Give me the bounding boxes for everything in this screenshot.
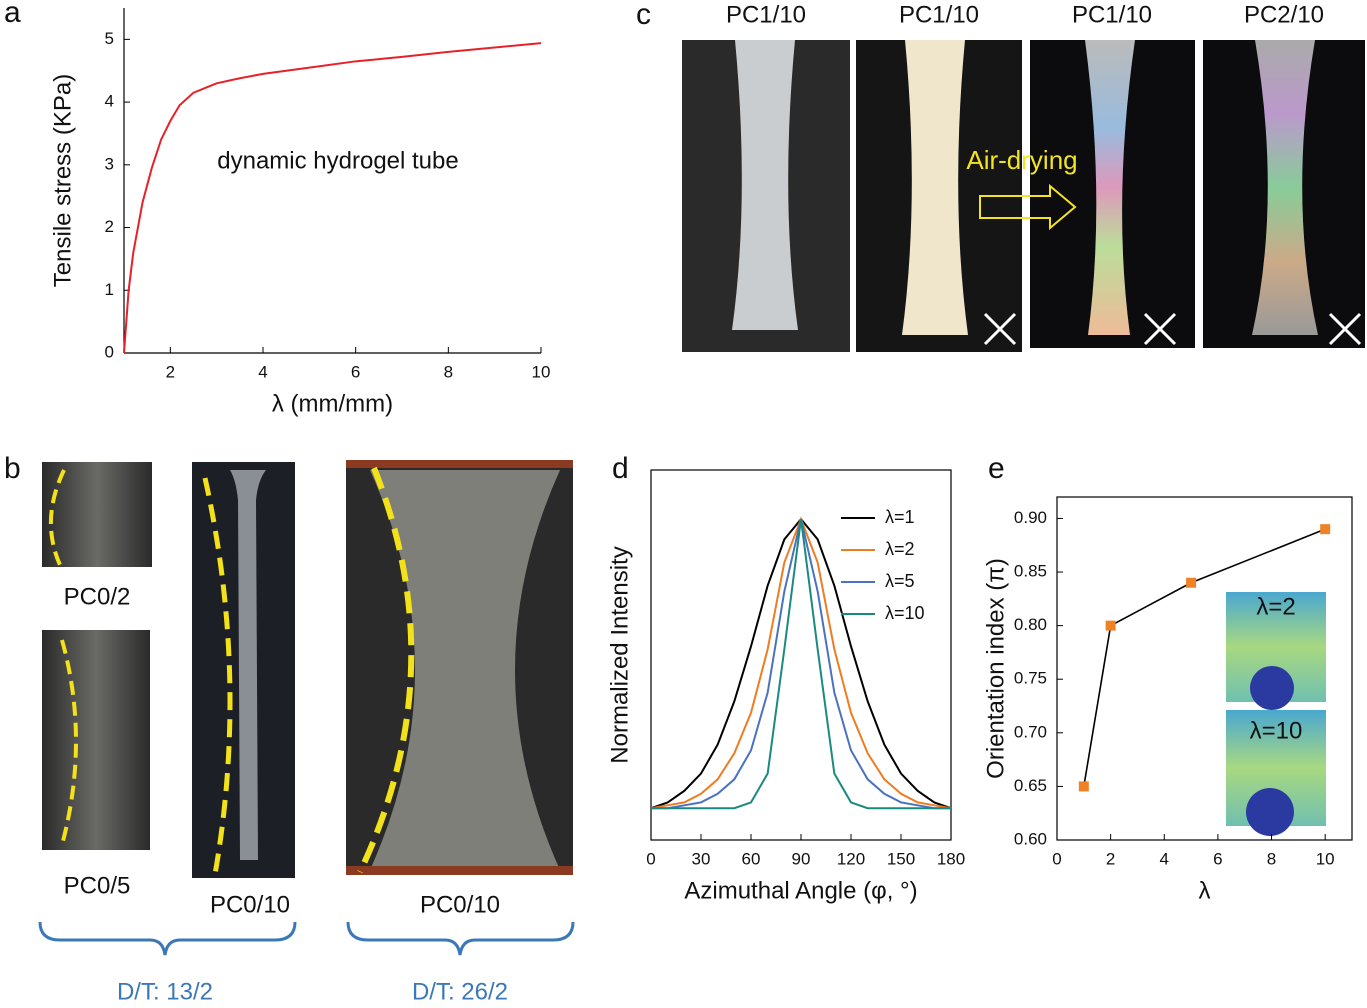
series-line [123,42,542,354]
y-axis-label: Normalized Intensity [606,546,633,763]
series-line [651,518,951,810]
y-tick-label: 0.60 [1014,829,1047,848]
y-tick-label: 0 [105,342,114,361]
marker [1078,781,1089,792]
arrow [979,183,1077,231]
photo-label: PC0/10 [210,891,290,918]
x-axis-label: λ (mm/mm) [272,390,393,417]
annotation: λ=2 [1256,593,1295,620]
x-tick-label: 6 [351,362,360,381]
y-tick-label: 0.85 [1014,562,1047,581]
x-tick-label: 8 [1267,849,1276,868]
series-line [650,517,952,810]
x-tick-label: 6 [1213,849,1222,868]
panel-label: d [612,452,629,485]
edge-curve [48,469,66,566]
sample [230,470,266,860]
inset-image [1246,788,1294,836]
panel-c: c PC1/10 PC1/10 PC1/10 PC2/10 Air-drying [636,0,1365,352]
marker [1105,620,1116,631]
x-tick-label: 90 [792,849,811,868]
series-line [651,519,951,810]
photo [42,630,150,850]
brace [346,921,575,956]
y-axis-label: Orientation index (π) [982,558,1009,779]
inset-image [1250,666,1294,710]
clamp [346,460,573,468]
edge-curve [60,639,78,846]
panel-b: b PC0/2 PC0/5 PC0/10 PC0/10 D/T: 13/2 D/… [4,452,575,1005]
marker [1320,524,1331,535]
x-tick-label: 10 [1316,849,1335,868]
y-tick-label: 0.80 [1014,615,1047,634]
photo-label: PC1/10 [1072,1,1152,28]
group-label: D/T: 13/2 [117,978,213,1005]
y-tick-label: 0.65 [1014,776,1047,795]
x-tick-label: 8 [444,362,453,381]
x-axis-label: Azimuthal Angle (φ, °) [684,877,917,904]
x-tick-label: 10 [532,362,551,381]
annotation: λ=10 [1250,717,1303,744]
x-tick-label: 30 [692,849,711,868]
arrow-label: Air-drying [966,145,1077,175]
insets [1226,592,1326,836]
clamp [346,866,573,875]
y-axis-label: Tensile stress (KPa) [49,74,76,287]
y-tick-label: 2 [105,217,114,236]
plot-frame [1056,496,1353,841]
annotation: dynamic hydrogel tube [217,147,458,174]
photo-label: PC1/10 [726,1,806,28]
x-tick-label: 2 [166,362,175,381]
x-tick-label: 2 [1106,849,1115,868]
sample [902,40,968,335]
x-tick-label: 150 [887,849,915,868]
y-tick-label: 1 [105,280,114,299]
series-line [650,516,952,810]
x-tick-label: 120 [837,849,865,868]
y-tick-label: 3 [105,154,114,173]
panel-label: a [4,0,21,29]
x-axis-label: λ [1199,877,1211,904]
sample [1252,40,1318,335]
x-tick-label: 4 [1160,849,1169,868]
polarizer-icons [983,312,1362,346]
brace [38,921,297,956]
group-label: D/T: 26/2 [412,978,508,1005]
x-tick-label: 4 [258,362,267,381]
x-tick-label: 60 [742,849,761,868]
edge-curve [357,466,415,874]
sample [732,40,798,330]
panel-label: b [4,452,21,485]
photo-label: PC0/5 [64,872,131,899]
edge-curve [202,477,233,881]
y-tick-label: 0.75 [1014,669,1047,688]
legend-label: λ=5 [885,571,915,591]
y-tick-label: 5 [105,29,114,48]
panel-label: c [636,0,651,31]
x-tick-label: 0 [1052,849,1061,868]
y-tick-label: 0.70 [1014,722,1047,741]
series-line [1083,528,1326,787]
photo-label: PC1/10 [899,1,979,28]
legend-label: λ=10 [885,603,925,623]
photo-label: PC0/10 [420,891,500,918]
x-tick-label: 0 [646,849,655,868]
panel-label: e [988,452,1005,485]
sample [370,470,560,870]
photo-label: PC2/10 [1244,1,1324,28]
legend-label: λ=1 [885,507,915,527]
y-tick-label: 4 [105,92,114,111]
y-tick-label: 0.90 [1014,508,1047,527]
sample [1085,40,1135,335]
legend-label: λ=2 [885,539,915,559]
marker [1186,577,1197,588]
x-tick-label: 180 [937,849,965,868]
photo-label: PC0/2 [64,583,131,610]
